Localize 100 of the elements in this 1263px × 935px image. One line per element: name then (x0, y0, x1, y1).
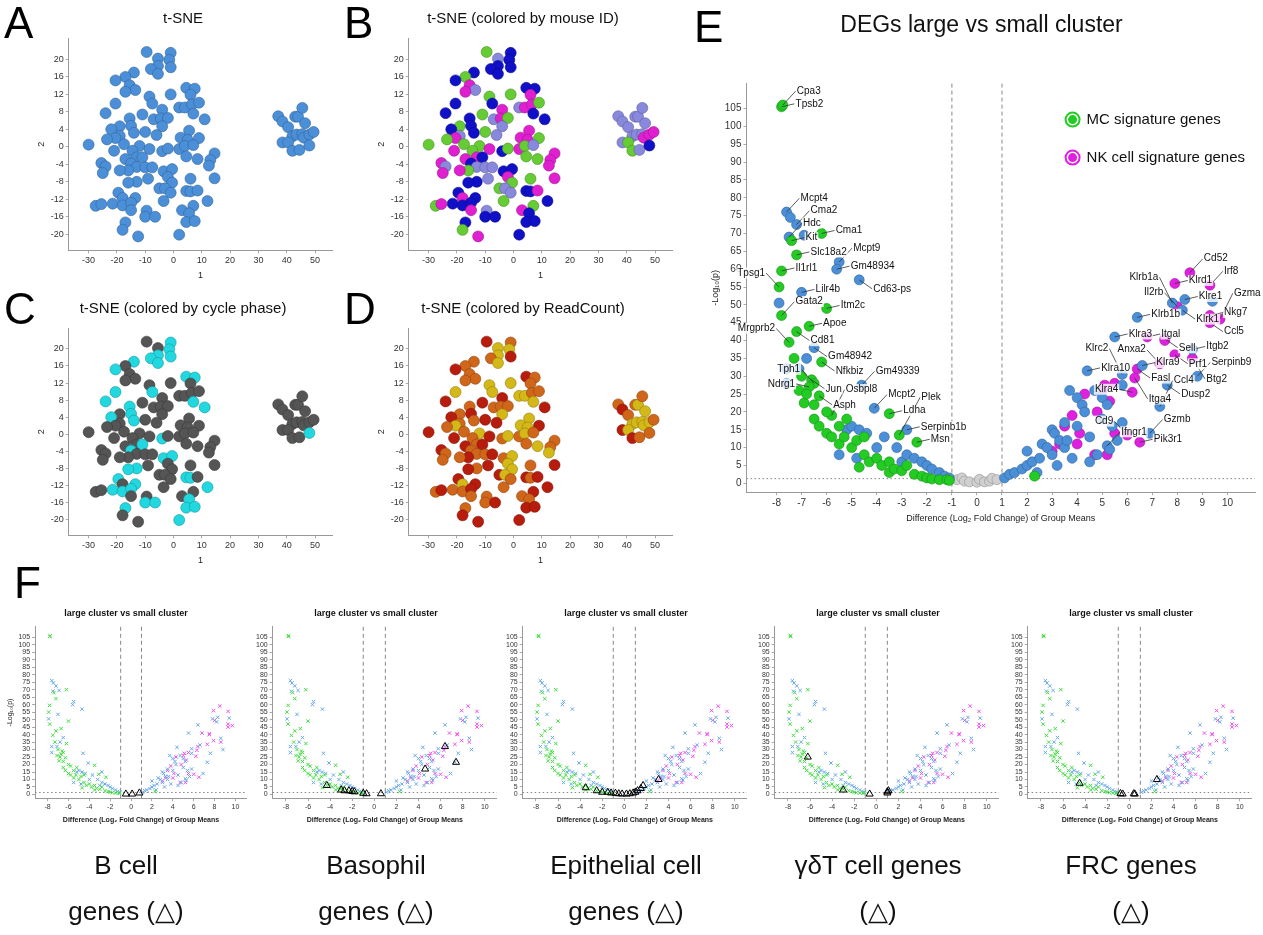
y-tick-label: 16 (53, 71, 64, 82)
y-tick-label: -4 (395, 158, 404, 169)
y-tick-label: 0 (398, 428, 404, 439)
y-tick-label: -16 (390, 497, 404, 508)
annotation: Klrc2 (1085, 342, 1109, 354)
annotation: Klra10 (1101, 361, 1131, 373)
annotation: Cd81 (810, 334, 835, 346)
annotation: Ndrg1 (767, 377, 796, 389)
annotation: Apoe (823, 317, 847, 329)
y-tick-label: -20 (390, 228, 404, 239)
x-tick-label: -20 (110, 255, 124, 266)
annotation: Serpinb1b (920, 420, 967, 432)
y-tick-label: -20 (50, 228, 64, 239)
y-tick-label: -16 (50, 211, 64, 222)
text: Epithelial cell genes (△) (549, 849, 703, 928)
annotation: Msn (930, 432, 950, 444)
chart-title: DEGs large vs small cluster (840, 11, 1124, 38)
y-tick-label: -12 (390, 193, 404, 204)
x-tick-label: 10 (196, 540, 207, 551)
y-tick-label: 16 (53, 360, 64, 371)
y-axis-title: 2 (35, 429, 46, 435)
text: C (4, 284, 36, 333)
text: F (14, 558, 41, 607)
x-axis-title: 1 (197, 270, 203, 281)
x-tick-label: -10 (138, 540, 152, 551)
chart-title: large cluster vs small cluster (314, 607, 439, 618)
annotation: Lilr4b (815, 283, 841, 295)
chart-title: large cluster vs small cluster (816, 607, 941, 618)
x-tick-label: 3 (1049, 496, 1056, 508)
x-tick-label: -10 (478, 540, 492, 551)
y-tick-label: 80 (730, 191, 742, 203)
y-tick-label: 100 (724, 120, 742, 132)
x-axis-title: 1 (537, 270, 543, 281)
chart-title: t-SNE (162, 9, 204, 27)
x-tick-label: 5 (1099, 496, 1106, 508)
y-tick-label: 0 (58, 141, 64, 152)
y-tick-label: 55 (730, 280, 742, 292)
x-axis-title: 1 (537, 555, 543, 566)
annotation: Tph1 (777, 363, 801, 375)
y-tick-label: 20 (53, 53, 64, 64)
x-tick-label: -5 (847, 496, 857, 508)
y-tick-label: 16 (393, 71, 404, 82)
annotation: Klra4 (1094, 383, 1119, 395)
y-tick-label: 65 (730, 245, 742, 257)
annotation: Gzmb (1163, 413, 1191, 425)
x-tick-label: -20 (450, 255, 464, 266)
y-tick-label: -16 (50, 497, 64, 508)
annotation: Gata2 (795, 295, 824, 307)
y-tick-label: 8 (398, 394, 404, 405)
x-tick-label: 20 (565, 540, 576, 551)
annotation: Il2rb (1143, 286, 1164, 298)
annotation: Cma1 (835, 224, 863, 236)
y-tick-label: -8 (55, 176, 64, 187)
chart-title: t-SNE (colored by ReadCount) (421, 299, 625, 317)
x-tick-label: -3 (897, 496, 907, 508)
chart-title: large cluster vs small cluster (564, 607, 689, 618)
annotation: Il1rl1 (795, 261, 818, 273)
text: B cell genes (△) (67, 849, 185, 928)
y-tick-label: 50 (730, 298, 742, 310)
y-tick-label: 4 (398, 123, 404, 134)
text: Basophil genes (△) (317, 849, 435, 928)
annotation: Klrb1a (1129, 270, 1159, 282)
y-tick-label: -12 (50, 479, 64, 490)
annotation: Klrb1b (1151, 308, 1181, 320)
annotation: Nkg7 (1223, 306, 1248, 318)
x-tick-label: 50 (650, 540, 661, 551)
annotation: Klrd1 (1188, 274, 1213, 286)
y-tick-label: -8 (395, 176, 404, 187)
y-tick-label: 12 (53, 377, 64, 388)
y-tick-label: 20 (53, 343, 64, 354)
y-tick-label: -8 (55, 462, 64, 473)
annotation: Itga4 (1148, 392, 1172, 404)
x-tick-label: 6 (1124, 496, 1131, 508)
y-tick-label: 35 (730, 352, 742, 364)
x-tick-label: 2 (1024, 496, 1031, 508)
y-tick-label: -8 (395, 462, 404, 473)
annotation: Ifngr1 (1121, 425, 1148, 437)
y-axis-title: 2 (375, 429, 386, 435)
y-tick-label: 25 (730, 387, 742, 399)
x-tick-label: 30 (593, 255, 604, 266)
chart-title: t-SNE (colored by mouse ID) (427, 9, 619, 27)
chart-title: large cluster vs small cluster (1069, 607, 1194, 618)
annotation: Slc18a2 (810, 245, 848, 257)
x-tick-label: -20 (450, 540, 464, 551)
annotation: Klra3 (1128, 327, 1153, 339)
annotation: Ccl4 (1173, 374, 1195, 386)
y-tick-label: 16 (393, 360, 404, 371)
annotation: Gzma (1233, 286, 1262, 298)
y-tick-label: 8 (58, 394, 64, 405)
text: B (344, 0, 374, 47)
x-tick-label: 9 (1199, 496, 1206, 508)
y-tick-label: 20 (730, 405, 742, 417)
y-tick-label: -16 (390, 211, 404, 222)
x-tick-label: 0 (974, 496, 981, 508)
x-tick-label: 20 (225, 540, 236, 551)
x-tick-label: -2 (922, 496, 932, 508)
annotation: Irf8 (1223, 264, 1239, 276)
annotation: Anxa2 (1117, 343, 1147, 355)
y-tick-label: -12 (50, 193, 64, 204)
x-tick-label: 4 (1074, 496, 1081, 508)
